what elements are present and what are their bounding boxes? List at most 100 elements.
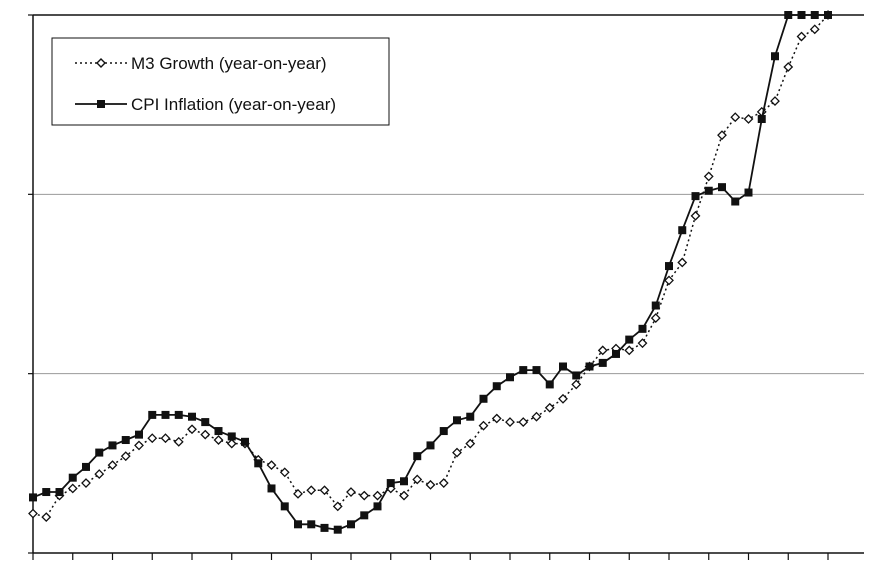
m3-point-1 xyxy=(41,512,52,523)
cpi-point-15 xyxy=(227,432,236,441)
m3-point-57 xyxy=(783,62,794,72)
m3-point-0 xyxy=(28,508,38,519)
cpi-point-52 xyxy=(718,183,726,192)
axes xyxy=(28,14,864,560)
y-axis-ticks xyxy=(28,14,33,554)
m3-point-19 xyxy=(279,467,290,478)
cpi-point-56 xyxy=(771,52,779,61)
legend: M3 Growth (year-on-year) CPI Inflation (… xyxy=(51,37,390,126)
m3-point-45 xyxy=(624,345,635,356)
cpi-point-11 xyxy=(174,410,183,419)
x-axis-ticks xyxy=(32,553,829,560)
m3-point-28 xyxy=(399,490,409,501)
series-m3 xyxy=(28,10,833,523)
cpi-point-38 xyxy=(532,366,541,375)
cpi-point-16 xyxy=(241,437,249,446)
cpi-point-29 xyxy=(413,452,422,461)
cpi-point-54 xyxy=(744,188,753,197)
m3-point-59 xyxy=(809,24,820,35)
cpi-point-22 xyxy=(320,523,329,532)
m3-point-5 xyxy=(94,469,105,480)
cpi-point-4 xyxy=(82,462,90,471)
cpi-point-13 xyxy=(201,418,210,427)
m3-point-11 xyxy=(173,436,184,447)
cpi-point-20 xyxy=(294,520,302,529)
m3-point-31 xyxy=(438,478,449,488)
m3-point-54 xyxy=(743,114,754,124)
m3-point-8 xyxy=(134,440,144,451)
cpi-point-40 xyxy=(559,362,567,371)
cpi-point-42 xyxy=(585,362,594,371)
cpi-point-33 xyxy=(466,412,475,421)
m3-point-53 xyxy=(730,112,741,123)
legend-label-m3: M3 Growth (year-on-year) xyxy=(131,54,327,73)
m3-point-51 xyxy=(703,171,714,182)
cpi-point-21 xyxy=(307,520,316,529)
cpi-point-57 xyxy=(784,11,793,19)
cpi-point-55 xyxy=(757,115,766,124)
m3-point-26 xyxy=(372,490,383,501)
cpi-point-30 xyxy=(426,441,435,450)
cpi-point-9 xyxy=(148,410,157,419)
cpi-point-59 xyxy=(810,11,819,19)
cpi-point-25 xyxy=(360,511,369,520)
m3-point-23 xyxy=(332,501,343,512)
m3-point-34 xyxy=(478,420,489,431)
m3-point-47 xyxy=(650,313,661,323)
m3-point-41 xyxy=(571,379,582,390)
cpi-point-45 xyxy=(625,335,634,344)
cpi-point-2 xyxy=(55,488,64,497)
legend-swatch-m3-diamond xyxy=(96,58,106,68)
legend-box xyxy=(51,37,390,126)
cpi-point-26 xyxy=(373,502,382,511)
cpi-point-39 xyxy=(545,380,554,389)
m3-point-24 xyxy=(346,487,356,497)
cpi-point-35 xyxy=(492,382,501,391)
cpi-point-58 xyxy=(797,11,806,19)
m3-point-25 xyxy=(359,490,370,501)
cpi-point-47 xyxy=(651,301,660,310)
cpi-point-31 xyxy=(439,427,448,436)
cpi-point-23 xyxy=(333,525,342,534)
m3-point-35 xyxy=(491,413,502,424)
cpi-point-17 xyxy=(254,459,263,468)
m3-point-30 xyxy=(425,479,436,490)
m3-point-13 xyxy=(200,429,211,440)
series-cpi xyxy=(29,11,832,534)
cpi-point-0 xyxy=(29,493,37,502)
cpi-point-43 xyxy=(598,358,607,367)
m3-point-40 xyxy=(558,393,568,404)
cpi-point-53 xyxy=(731,197,740,206)
cpi-point-24 xyxy=(347,520,355,529)
m3-point-52 xyxy=(717,130,727,141)
legend-entry-cpi: CPI Inflation (year-on-year) xyxy=(75,95,336,114)
m3-point-10 xyxy=(160,433,171,444)
cpi-point-12 xyxy=(188,412,196,421)
m3-point-22 xyxy=(319,485,330,496)
cpi-point-36 xyxy=(506,373,514,382)
m3-point-37 xyxy=(518,417,529,428)
cpi-point-37 xyxy=(519,366,528,375)
cpi-point-5 xyxy=(95,448,104,457)
m3-point-38 xyxy=(531,411,542,422)
m3-point-14 xyxy=(213,435,224,445)
cpi-point-28 xyxy=(400,477,408,486)
m3-point-9 xyxy=(147,433,158,444)
m3-point-50 xyxy=(690,210,701,221)
cpi-point-8 xyxy=(135,430,143,439)
m3-point-39 xyxy=(544,402,555,413)
cpi-point-18 xyxy=(267,484,276,493)
m3-point-6 xyxy=(107,460,118,471)
m3-point-56 xyxy=(770,96,780,106)
m3-point-21 xyxy=(306,485,317,496)
m3-point-15 xyxy=(226,438,237,449)
gridlines xyxy=(33,193,864,375)
legend-entry-m3: M3 Growth (year-on-year) xyxy=(75,54,327,73)
m3-point-29 xyxy=(412,474,423,485)
series-lines xyxy=(28,10,833,534)
cpi-point-14 xyxy=(214,427,223,436)
m3-point-4 xyxy=(81,478,91,488)
cpi-point-1 xyxy=(42,488,51,497)
cpi-point-51 xyxy=(704,186,713,195)
